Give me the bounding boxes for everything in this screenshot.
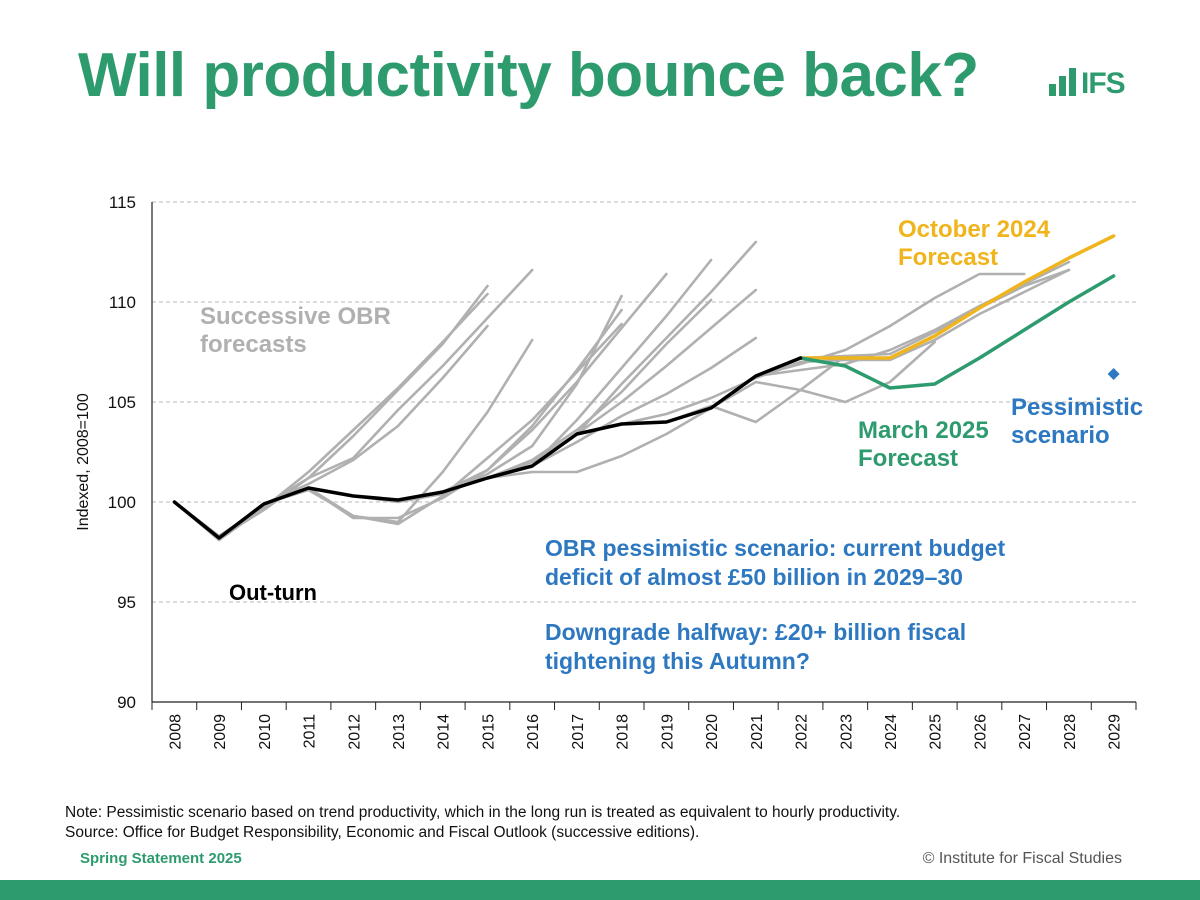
y-tick-label: 95 [117,593,136,612]
y-tick-label: 110 [109,293,136,312]
x-tick-label: 2009 [212,714,229,750]
x-tick-label: 2028 [1062,714,1079,750]
out-turn-line [172,356,803,540]
logo-bar [1069,68,1076,96]
pessimistic-scenario-point [1107,368,1120,380]
axes: 90 95 100 105 110 115 2008 2009 2010 2011 2012 2013… [75,193,1137,750]
pessimistic-scenario-label: Pessimistic scenario [1011,394,1143,449]
x-tick-label: 2019 [659,714,676,750]
budget-deficit-callout: OBR pessimistic scenario: current budget… [545,535,1005,590]
x-tick-label: 2026 [972,714,989,750]
x-tick-label: 2018 [615,714,632,750]
x-tick-label: 2027 [1017,714,1034,750]
obr-forecast-line [486,406,713,480]
ifs-logo: IFS [1047,60,1126,100]
x-tick-label: 2029 [1107,714,1124,750]
obr-forecast-line [262,338,534,524]
obr-forecast-line [754,272,1026,378]
obr-forecast-line [530,336,758,468]
fiscal-tightening-callout: Downgrade halfway: £20+ billion fiscal ti… [545,619,966,674]
obr-forecast-line [217,268,534,540]
logo-bar [1059,76,1066,96]
x-tick-label: 2022 [794,714,811,750]
obr-forecast-line [352,294,623,504]
out-turn-label: Out-turn [229,580,317,605]
october-2024-forecast-line [798,234,1116,360]
y-tick-label: 115 [109,193,136,212]
y-tick-label: 90 [117,693,136,712]
obr-forecast-line [575,240,758,436]
successive-obr-forecasts-label: Successive OBR forecasts [200,303,391,358]
x-tick-label: 2008 [167,714,184,750]
grid-lines [152,201,1136,603]
source-line: Source: Office for Budget Responsibility… [65,824,700,841]
x-tick-label: 2017 [570,714,587,750]
x-tick-label: 2012 [346,714,363,750]
x-tick-label: 2015 [480,714,497,750]
obr-forecast-line [799,268,1071,364]
note-line: Note: Pessimistic scenario based on tren… [65,804,901,821]
page-title: Will productivity bounce back? [78,41,979,110]
y-axis-title: Indexed, 2008=100 [75,393,92,531]
x-tick-label: 2021 [749,714,766,750]
chart-note: Note: Pessimistic scenario based on tren… [65,803,900,843]
obr-forecast-line [530,258,713,468]
march-2025-forecast-line [798,274,1116,390]
october-2024-forecast-label: October 2024 Forecast [898,216,1051,271]
march-2025-forecast-label: March 2025 Forecast [858,417,989,472]
productivity-chart: 90 95 100 105 110 115 2008 2009 2010 2011 2012 2013… [75,193,1143,750]
x-tick-label: 2013 [391,714,408,750]
obr-forecast-line [709,340,936,410]
highlighted-series [172,234,1120,540]
y-tick-label: 100 [108,493,136,512]
chart-annotations: Successive OBR forecasts Out-turn October 2… [200,216,1143,674]
obr-forecast-line [799,268,1071,360]
footer-event: Spring Statement 2025 [80,850,242,867]
y-tick-label: 105 [108,393,136,412]
x-tick-label: 2020 [704,714,721,750]
x-tick-label: 2014 [436,714,453,750]
logo-bar [1049,84,1056,96]
footer-copyright: © Institute for Fiscal Studies [922,850,1122,867]
obr-forecast-lines [173,240,1071,542]
x-tick-label: 2010 [257,714,274,750]
obr-forecast-line [486,288,758,480]
logo-text: IFS [1081,67,1126,100]
x-tick-label: 2011 [302,714,319,749]
footer-bar [0,880,1200,900]
x-tick-label: 2024 [883,714,900,750]
x-tick-label: 2016 [525,714,542,750]
x-tick-label: 2023 [838,714,855,750]
x-tick-label: 2025 [928,714,945,750]
